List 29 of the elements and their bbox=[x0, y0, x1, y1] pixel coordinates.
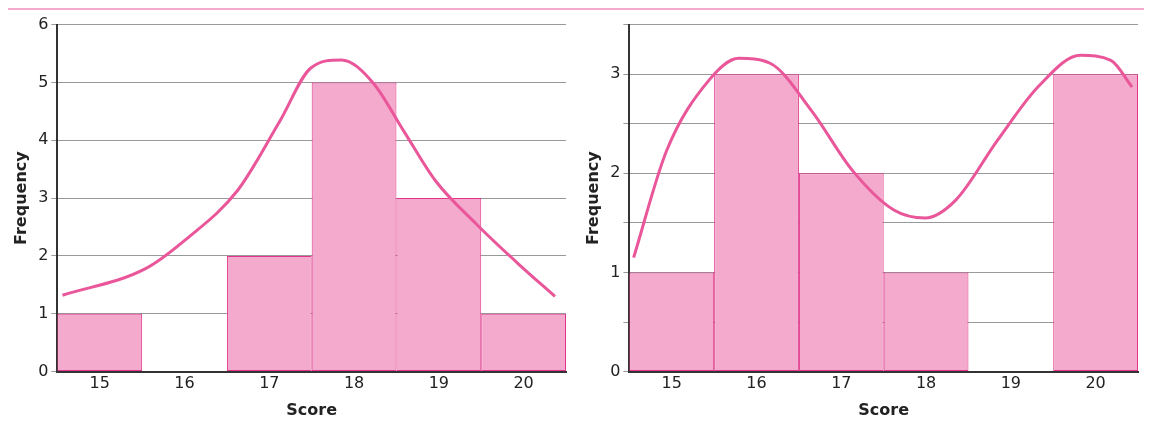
y-tick-label: 3 bbox=[38, 187, 49, 207]
x-tick-label: 16 bbox=[174, 373, 195, 393]
y-tick-label: 5 bbox=[38, 71, 49, 91]
x-axis-title: Score bbox=[286, 399, 338, 419]
x-tick-label: 18 bbox=[915, 373, 937, 393]
y-tick-label: 1 bbox=[38, 302, 49, 322]
y-axis-title: Frequency bbox=[10, 150, 30, 245]
x-tick-label: 19 bbox=[428, 373, 450, 393]
x-tick-label: 17 bbox=[259, 373, 280, 393]
x-tick-label: 15 bbox=[89, 373, 110, 393]
x-tick-label: 18 bbox=[343, 373, 365, 393]
x-tick-label: 20 bbox=[513, 373, 534, 393]
y-tick-label: 3 bbox=[610, 63, 621, 83]
y-tick-label: 0 bbox=[38, 360, 49, 380]
x-tick-label: 19 bbox=[1000, 373, 1022, 393]
y-tick-label: 6 bbox=[38, 13, 49, 33]
y-tick-label: 0 bbox=[610, 360, 621, 380]
y-axis-title: Frequency bbox=[582, 150, 602, 245]
line-series bbox=[632, 53, 1134, 260]
x-tick-label: 15 bbox=[661, 373, 682, 393]
x-tick-label: 20 bbox=[1085, 373, 1106, 393]
line-series bbox=[60, 58, 557, 298]
y-tick-label: 4 bbox=[38, 129, 49, 149]
x-tick-label: 16 bbox=[746, 373, 767, 393]
x-axis-title: Score bbox=[858, 399, 910, 419]
y-tick-label: 2 bbox=[610, 162, 621, 182]
y-tick-label: 2 bbox=[38, 245, 49, 265]
x-tick-label: 17 bbox=[831, 373, 852, 393]
y-tick-label: 1 bbox=[610, 261, 621, 281]
